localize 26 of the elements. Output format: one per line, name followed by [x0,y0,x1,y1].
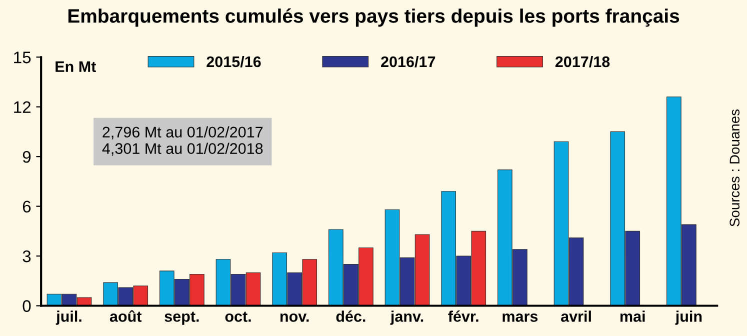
y-tick-label: 0 [22,300,31,312]
x-tick-label: mars [502,313,538,322]
y-tick-label: 6 [22,200,31,213]
annotation: 4,301 Mt au 01/02/2018 [102,142,263,156]
chart-title: Embarquements cumulés vers pays tiers depuis les ports français [68,8,680,27]
y-tick-label: 15 [14,52,31,64]
x-tick-label: juin [675,310,702,325]
source-note: Sources : Douanes [730,109,740,226]
y-tick-label: 9 [22,150,31,163]
x-tick-label: déc. [336,310,366,322]
y-axis-title: En Mt [56,61,96,72]
x-tick-label: oct. [225,312,251,322]
legend-label: 2017/18 [555,56,610,68]
x-tick-label: févr. [448,310,478,322]
y-tick-label: 3 [22,250,31,262]
legend-label: 2015/16 [206,56,261,68]
x-tick-label: nov. [280,313,309,322]
x-tick-label: avril [561,310,591,322]
annotation: 2,796 Mt au 01/02/2017 [102,126,263,140]
y-tick-label: 12 [14,101,31,113]
legend-label: 2016/17 [381,56,436,68]
x-tick-label: juil. [56,310,82,325]
x-tick-label: mai [620,310,645,322]
x-tick-label: janv. [390,310,424,325]
x-tick-label: sept. [164,312,199,325]
x-tick-label: août [110,310,142,322]
